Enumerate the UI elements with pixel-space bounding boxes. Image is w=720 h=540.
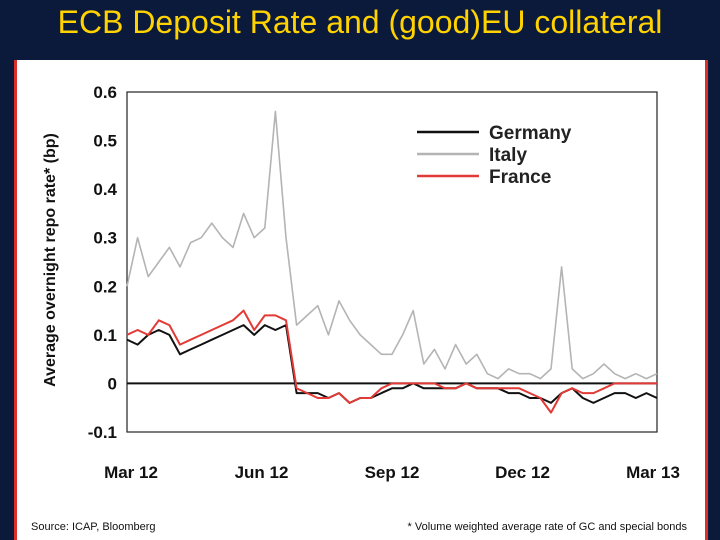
y-tick-label: 0.1 — [93, 326, 117, 345]
y-tick-label: 0 — [108, 374, 117, 393]
x-tick-label: Mar 12 — [104, 463, 158, 482]
x-tick-label: Jun 12 — [235, 463, 289, 482]
y-tick-label: 0.2 — [93, 277, 117, 296]
series-line-france — [126, 309, 657, 414]
x-tick-label: Dec 12 — [495, 463, 550, 482]
y-tick-label: 0.4 — [93, 180, 117, 199]
x-tick-label: Sep 12 — [365, 463, 420, 482]
source-note: Source: ICAP, Bloomberg — [31, 521, 156, 533]
slide-title: ECB Deposit Rate and (good)EU collateral — [57, 4, 663, 40]
chart-panel: 0.6 0.5 0.4 0.3 0.2 0.1 0 -0.1 Mar 12 Jun 12 Sep … — [14, 60, 708, 540]
x-tick-label: Mar 13 — [626, 463, 680, 482]
series-line-italy — [126, 110, 658, 380]
y-tick-label: 0.3 — [93, 229, 117, 248]
repo-rate-chart: 0.6 0.5 0.4 0.3 0.2 0.1 0 -0.1 Mar 12 Jun 12 Sep … — [31, 83, 688, 533]
plot-frame — [126, 91, 658, 433]
y-tick-label: -0.1 — [88, 423, 117, 442]
y-axis-label: Average overnight repo rate* (bp) — [42, 133, 59, 387]
footnote: * Volume weighted average rate of GC and… — [408, 521, 688, 533]
y-tick-label: 0.5 — [93, 132, 117, 151]
legend-label-france: France — [489, 167, 551, 188]
y-tick-label: 0.6 — [93, 83, 117, 102]
legend-label-italy: Italy — [489, 145, 527, 166]
legend-label-germany: Germany — [489, 123, 572, 144]
